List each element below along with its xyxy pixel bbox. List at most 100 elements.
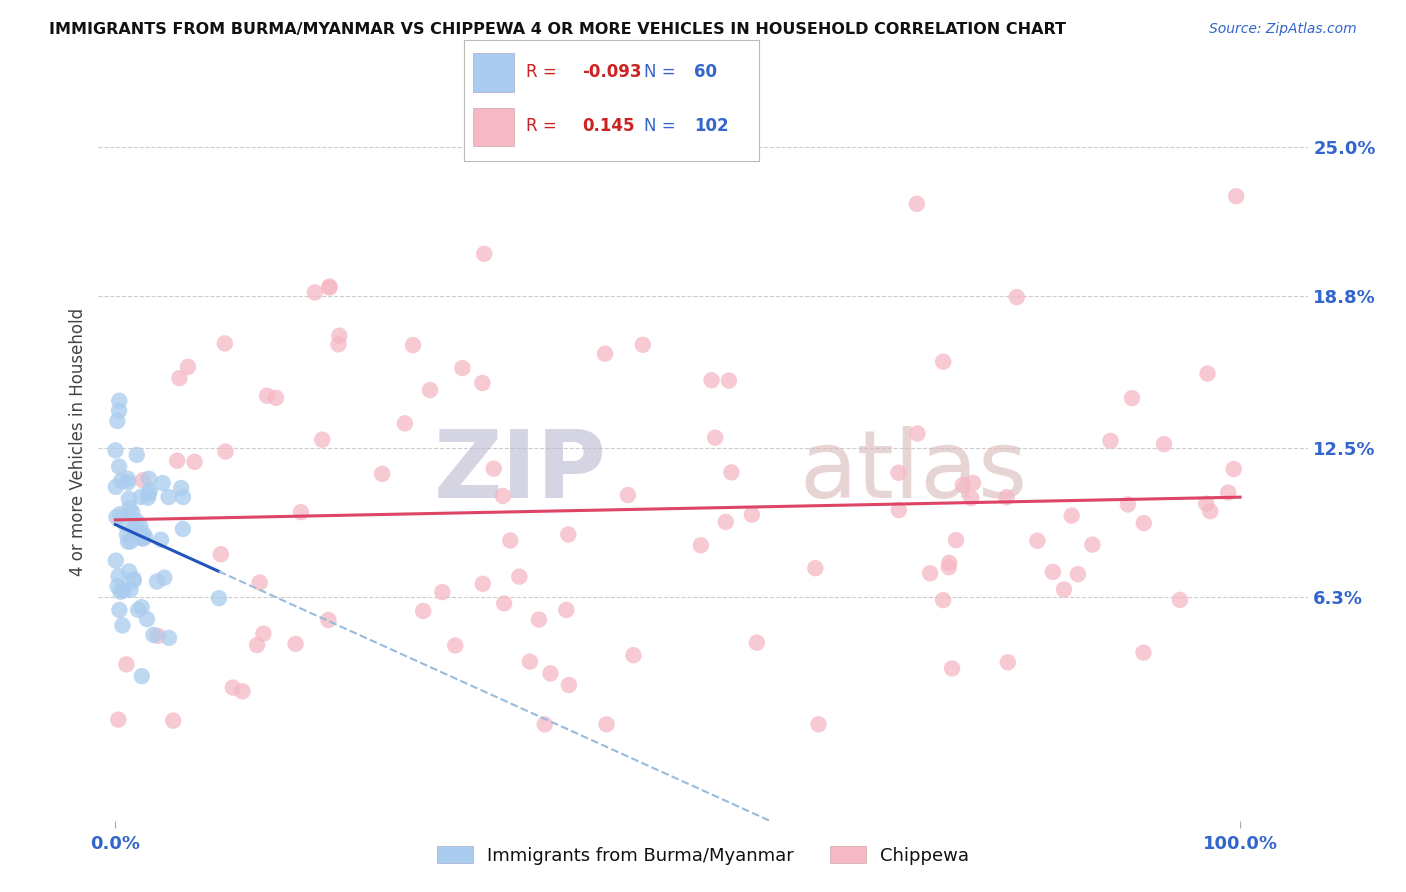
Y-axis label: 4 or more Vehicles in Household: 4 or more Vehicles in Household xyxy=(69,308,87,575)
Point xyxy=(328,337,350,351)
Point xyxy=(117,475,139,490)
Point xyxy=(1199,504,1222,518)
Point xyxy=(945,533,967,548)
Point xyxy=(451,361,474,376)
Point xyxy=(720,466,742,480)
Point xyxy=(593,346,616,360)
Point xyxy=(623,648,645,663)
Point xyxy=(132,532,155,546)
Point xyxy=(887,503,910,517)
Point xyxy=(1042,565,1064,579)
Point xyxy=(169,371,191,385)
Point xyxy=(107,569,129,583)
Point xyxy=(177,359,200,374)
Point xyxy=(952,478,974,492)
Point xyxy=(444,639,467,653)
Point xyxy=(120,534,142,549)
Point xyxy=(689,538,711,552)
Text: R =: R = xyxy=(526,117,562,136)
Text: 0.145: 0.145 xyxy=(582,117,634,136)
Point xyxy=(631,338,654,352)
Point xyxy=(125,528,148,542)
Point xyxy=(494,597,516,611)
Point xyxy=(136,491,159,505)
Point xyxy=(538,666,561,681)
Point xyxy=(104,553,127,567)
Point xyxy=(111,583,134,598)
Point xyxy=(152,476,174,491)
Point xyxy=(412,604,434,618)
Point xyxy=(920,566,942,581)
Point xyxy=(127,603,149,617)
Point xyxy=(1081,538,1104,552)
Point xyxy=(112,582,135,597)
Point xyxy=(108,403,131,417)
Point xyxy=(214,336,236,351)
Point xyxy=(932,354,955,368)
Point xyxy=(941,661,963,675)
Point xyxy=(129,490,152,504)
Point xyxy=(110,584,132,599)
Text: N =: N = xyxy=(644,117,676,136)
Text: -0.093: -0.093 xyxy=(582,63,641,81)
Text: ZIP: ZIP xyxy=(433,425,606,518)
Point xyxy=(138,472,160,486)
Point xyxy=(745,635,768,649)
Point xyxy=(905,197,928,211)
Point xyxy=(1195,497,1218,511)
Point xyxy=(118,565,141,579)
Point xyxy=(111,618,134,632)
Point xyxy=(124,521,146,535)
Point xyxy=(555,603,578,617)
Point xyxy=(172,490,194,504)
Point xyxy=(527,613,550,627)
Point xyxy=(117,472,139,486)
Point xyxy=(558,678,581,692)
Point xyxy=(208,591,231,606)
Text: atlas: atlas xyxy=(800,425,1028,518)
Point xyxy=(1005,290,1028,304)
Point xyxy=(304,285,326,300)
Point xyxy=(328,328,350,343)
Point xyxy=(172,522,194,536)
Point xyxy=(107,713,129,727)
Point xyxy=(508,569,530,583)
Point xyxy=(1053,582,1076,597)
Point xyxy=(519,655,541,669)
Point xyxy=(117,534,139,549)
Point xyxy=(131,600,153,615)
Point xyxy=(318,280,340,294)
Point xyxy=(131,669,153,683)
Point xyxy=(110,474,132,488)
Point xyxy=(131,531,153,545)
Point xyxy=(807,717,830,731)
Point xyxy=(132,526,155,541)
Point xyxy=(700,373,723,387)
Point xyxy=(118,491,141,506)
Point xyxy=(1132,646,1154,660)
Point xyxy=(256,389,278,403)
Legend: Immigrants from Burma/Myanmar, Chippewa: Immigrants from Burma/Myanmar, Chippewa xyxy=(436,847,970,864)
Point xyxy=(114,516,136,531)
Point xyxy=(907,426,929,441)
Point xyxy=(804,561,827,575)
Point xyxy=(318,613,340,627)
Point xyxy=(284,637,307,651)
Point xyxy=(138,487,160,501)
Point xyxy=(153,571,176,585)
Point xyxy=(246,638,269,652)
Point xyxy=(499,533,522,548)
Point xyxy=(1121,391,1143,405)
Point xyxy=(887,466,910,480)
Point xyxy=(166,454,188,468)
Point xyxy=(125,448,148,462)
Text: 102: 102 xyxy=(695,117,728,136)
Point xyxy=(132,473,155,487)
Point xyxy=(1116,497,1139,511)
Point xyxy=(231,684,253,698)
Point xyxy=(471,376,494,390)
Point xyxy=(104,443,127,458)
Point xyxy=(1153,437,1175,451)
Point xyxy=(139,483,162,498)
Point xyxy=(1132,516,1154,530)
